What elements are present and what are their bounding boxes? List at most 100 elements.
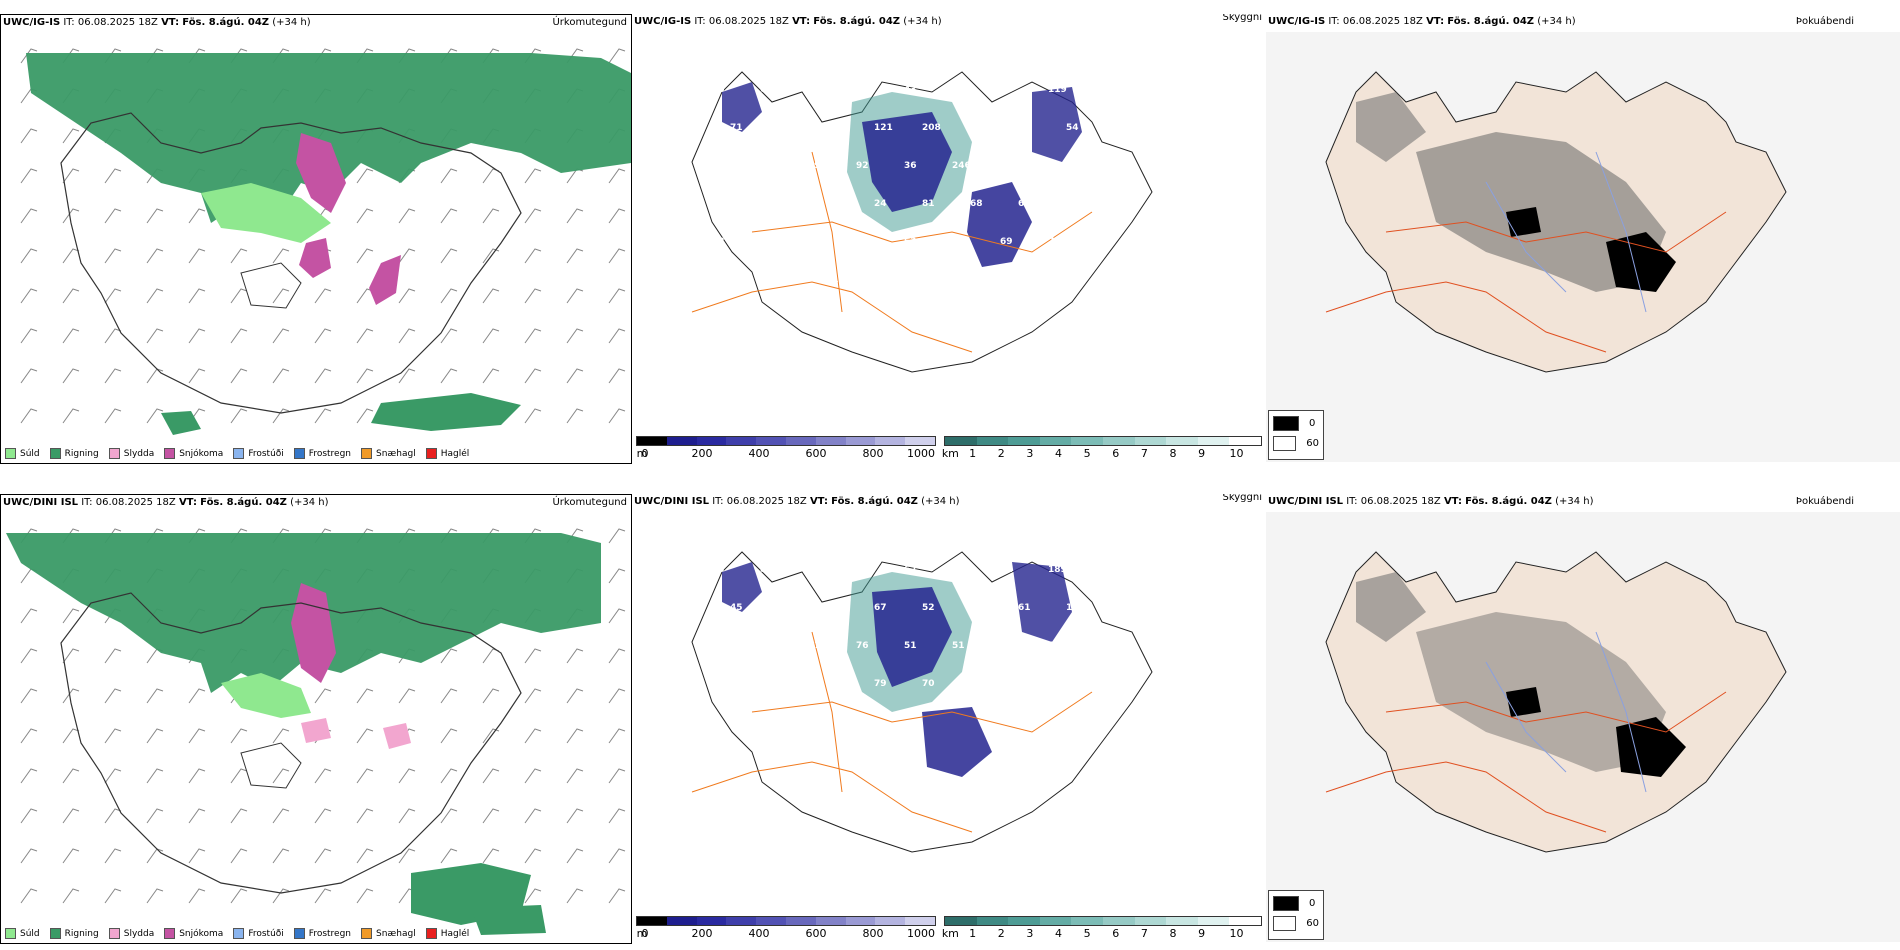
- visibility-value: 68: [970, 199, 983, 209]
- visibility-color-step: [1197, 917, 1230, 925]
- wind-barb: [272, 728, 290, 744]
- wind-barb: [566, 688, 584, 704]
- wind-barb: [230, 408, 248, 424]
- visibility-value: 69: [760, 237, 773, 247]
- wind-barb: [566, 768, 584, 784]
- wind-barb: [524, 288, 542, 304]
- fog-scale-row: 0: [1273, 416, 1319, 431]
- visibility-colorbar: [944, 436, 1262, 446]
- wind-barb: [20, 408, 38, 424]
- wind-barb: [272, 368, 290, 384]
- wind-barb: [314, 768, 332, 784]
- legend-item-freezing-drizzle: Frostúði: [233, 448, 284, 459]
- visibility-value: 86: [826, 679, 839, 689]
- cloudbase-color-step: [875, 437, 906, 445]
- hail-swatch: [425, 448, 437, 459]
- wind-barb: [272, 768, 290, 784]
- visibility-tick: 6: [1112, 447, 1120, 460]
- rain-area: [26, 53, 631, 223]
- wind-barb: [20, 48, 38, 64]
- visibility-value: 63: [712, 565, 725, 575]
- wind-barb: [398, 368, 416, 384]
- visibility-value: 69: [730, 679, 743, 689]
- wind-barb: [440, 328, 458, 344]
- wind-barb: [62, 888, 80, 904]
- visibility-tick: 4: [1054, 927, 1062, 940]
- wind-barb: [440, 248, 458, 264]
- wind-barb: [608, 768, 626, 784]
- visibility-value: 119: [1048, 85, 1067, 95]
- wind-barb: [20, 648, 38, 664]
- fog-max-swatch: [1273, 416, 1299, 431]
- fog-scale-row: 60: [1273, 436, 1319, 451]
- visibility-value: 76: [712, 85, 725, 95]
- wind-barb: [146, 688, 164, 704]
- visibility-value: 208: [826, 603, 845, 613]
- wind-barb: [398, 328, 416, 344]
- wind-barb: [230, 248, 248, 264]
- cloudbase-tick: 200: [691, 927, 713, 940]
- visibility-value: 70: [952, 565, 965, 575]
- panel-header: UWC/IG-IS IT: 06.08.2025 18Z VT: Fös. 8.…: [1268, 16, 1576, 27]
- low-cloud-area: [1012, 562, 1072, 642]
- wind-barb: [314, 328, 332, 344]
- wind-barb: [20, 328, 38, 344]
- wind-barb: [62, 248, 80, 264]
- wind-barb: [356, 408, 374, 424]
- visibility-value: 28: [1018, 123, 1031, 133]
- visibility-value: 65: [778, 679, 791, 689]
- wind-barb: [608, 888, 626, 904]
- roads: [1325, 691, 1727, 833]
- wind-barb: [62, 848, 80, 864]
- visibility-tick: 3: [1026, 927, 1034, 940]
- wind-barb: [314, 888, 332, 904]
- wind-barb: [608, 368, 626, 384]
- legend-item-sleet: Slydda: [108, 448, 154, 459]
- visibility-values: 63 87 89 43 62 70 61 189 45 56 208 67 52 120 61 143 68 75…: [712, 565, 1085, 689]
- visibility-value: 127: [778, 275, 797, 285]
- wind-barb: [230, 848, 248, 864]
- glacier-outline: [240, 742, 302, 789]
- visibility-value: 49: [1000, 641, 1013, 651]
- wind-barb: [62, 768, 80, 784]
- visibility-value: 79: [808, 161, 821, 171]
- wind-barb: [440, 808, 458, 824]
- wind-barb: [146, 808, 164, 824]
- cloudbase-tick: 600: [805, 927, 827, 940]
- cloudbase-color-step: [637, 917, 667, 925]
- panel-type-label: Úrkomutegund: [552, 497, 627, 508]
- visibility-color-step: [1008, 437, 1040, 445]
- wind-barb: [524, 368, 542, 384]
- rivers: [1485, 151, 1647, 313]
- visibility-value: 70: [922, 679, 935, 689]
- wind-barb: [440, 368, 458, 384]
- wind-barb: [314, 368, 332, 384]
- snow-area: [291, 583, 336, 683]
- wind-barb: [104, 288, 122, 304]
- cloudbase-tick: 600: [805, 447, 827, 460]
- wind-barb: [146, 248, 164, 264]
- wind-barb: [524, 248, 542, 264]
- wind-barb: [356, 888, 374, 904]
- visibility-value: 24: [874, 199, 887, 209]
- wind-barb: [482, 328, 500, 344]
- visibility-value: 69: [1000, 237, 1013, 247]
- visibility-value: 61: [1000, 565, 1013, 575]
- cloudbase-color-step: [756, 437, 786, 445]
- wind-barb: [566, 248, 584, 264]
- visibility-ticks: km 1 2 3 4 5 6 7 8 9 10: [942, 446, 1262, 460]
- visibility-value: 120: [970, 603, 989, 613]
- wind-barb: [608, 168, 626, 184]
- wind-barb: [314, 408, 332, 424]
- visibility-value: 85: [1048, 641, 1061, 651]
- visibility-value: 218: [1066, 199, 1085, 209]
- panel-header: UWC/DINI ISL IT: 06.08.2025 18Z VT: Fös.…: [1268, 496, 1594, 507]
- cloudbase-tick: 800: [862, 927, 884, 940]
- visibility-value: 43: [856, 565, 869, 575]
- wind-barb: [230, 288, 248, 304]
- wind-barb: [230, 888, 248, 904]
- wind-barb: [272, 848, 290, 864]
- visibility-value: 189: [1048, 565, 1067, 575]
- wind-barb: [440, 168, 458, 184]
- rain-swatch: [49, 928, 61, 939]
